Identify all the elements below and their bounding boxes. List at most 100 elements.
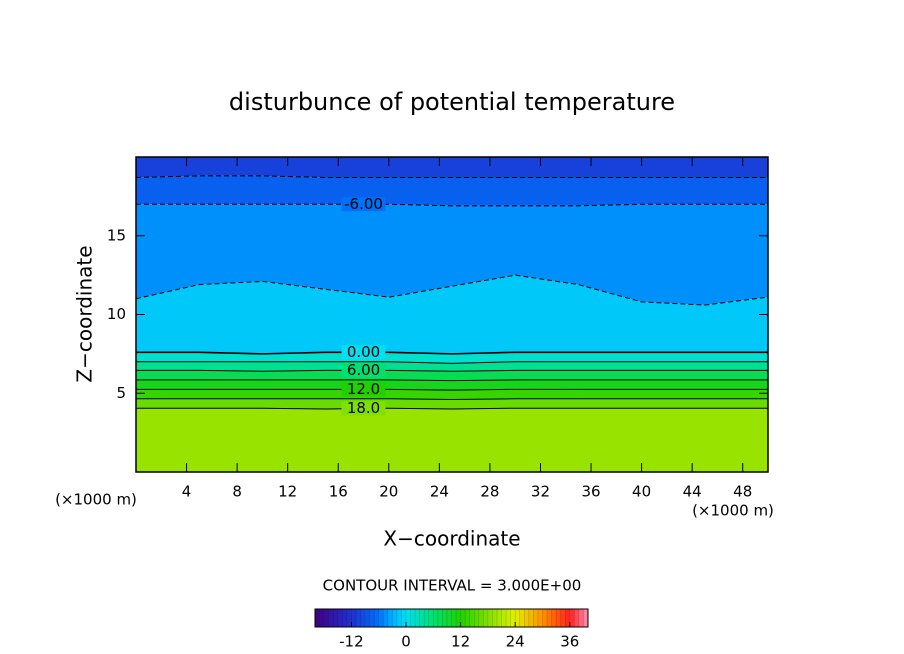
colorbar-swatch <box>469 609 475 627</box>
contour-label-bg <box>341 345 386 360</box>
contour-line <box>136 407 768 410</box>
filled-band <box>136 361 768 372</box>
x-tick-label: 44 <box>683 483 702 501</box>
colorbar-swatch <box>551 609 557 627</box>
x-tick-label: 48 <box>733 483 752 501</box>
colorbar-swatch <box>437 609 443 627</box>
colorbar-swatch <box>433 609 439 627</box>
colorbar-swatch <box>442 609 448 627</box>
colorbar-swatch <box>446 609 452 627</box>
filled-band <box>136 204 768 306</box>
contour-line <box>136 379 768 382</box>
colorbar-tick-label: 36 <box>560 633 579 651</box>
colorbar-swatch <box>424 609 430 627</box>
colorbar-swatch <box>387 609 393 627</box>
colorbar-swatch <box>456 609 461 627</box>
filled-band <box>136 175 768 206</box>
colorbar-swatch <box>528 609 534 627</box>
filled-band <box>136 352 768 364</box>
filled-band <box>136 408 768 472</box>
colorbar-swatch <box>501 609 507 627</box>
colorbar-swatch <box>406 609 411 627</box>
contour-line <box>136 369 768 372</box>
colorbar-swatch <box>583 609 589 627</box>
contour-label-bg <box>341 382 386 397</box>
y-tick-label: 15 <box>107 226 126 244</box>
contour-line <box>135 175 768 178</box>
colorbar-swatch <box>355 609 361 627</box>
colorbar-swatch <box>574 609 580 627</box>
colorbar-swatch <box>396 609 402 627</box>
x-unit-label: (×1000 m) <box>692 502 774 520</box>
filled-band <box>136 389 768 400</box>
x-tick-label: 12 <box>278 483 297 501</box>
colorbar-swatch <box>401 609 407 627</box>
colorbar-tick-label: -12 <box>339 633 364 651</box>
colorbar-swatch <box>374 609 379 627</box>
contour-line <box>136 351 768 355</box>
filled-band <box>136 398 768 409</box>
colorbar-swatch <box>351 609 357 627</box>
colorbar-swatch <box>319 609 325 627</box>
colorbar-swatch <box>578 609 584 627</box>
contour-line <box>136 388 768 391</box>
colorbar-swatch <box>324 609 329 627</box>
colorbar-swatch <box>474 609 480 627</box>
contour-label: -6.00 <box>344 195 383 213</box>
colorbar-swatch <box>569 609 575 627</box>
x-tick-label: 8 <box>232 483 242 501</box>
colorbar-swatch <box>542 609 548 627</box>
colorbar-swatch <box>547 609 552 627</box>
colorbar-swatch <box>565 609 571 627</box>
colorbar-swatch <box>506 609 511 627</box>
contour-label-bg <box>341 401 386 416</box>
colorbar-swatch <box>492 609 498 627</box>
chart-title: disturbunce of potential temperature <box>229 88 675 116</box>
colorbar-swatch <box>515 609 521 627</box>
y-axis-label: Z−coordinate <box>73 245 97 382</box>
contour-label: 12.0 <box>347 380 380 398</box>
contour-label: 18.0 <box>347 399 380 417</box>
colorbar-swatch <box>451 609 457 627</box>
x-tick-label: 40 <box>632 483 651 501</box>
colorbar-swatch <box>410 609 416 627</box>
contour-label: 0.00 <box>347 343 380 361</box>
colorbar-frame <box>314 608 589 628</box>
colorbar-swatch <box>328 609 334 627</box>
filled-band <box>136 379 768 391</box>
x-tick-label: 4 <box>182 483 192 501</box>
filled-band <box>136 275 768 354</box>
colorbar-swatch <box>510 609 516 627</box>
colorbar-tick-label: 0 <box>401 633 411 651</box>
colorbar-swatch <box>519 609 525 627</box>
colorbar-swatch <box>497 609 502 627</box>
x-axis-label: X−coordinate <box>383 527 520 551</box>
colorbar-swatch <box>392 609 398 627</box>
x-tick-label: 32 <box>531 483 550 501</box>
filled-band <box>136 370 768 381</box>
colorbar-swatch <box>524 609 530 627</box>
colorbar-tick-label: 12 <box>451 633 470 651</box>
colorbar-swatch <box>365 609 370 627</box>
colorbar-swatch <box>415 609 420 627</box>
filled-band <box>136 157 768 178</box>
colorbar-swatch <box>533 609 539 627</box>
contour-line <box>136 203 768 207</box>
colorbar-swatch <box>342 609 348 627</box>
colorbar-swatch <box>560 609 566 627</box>
colorbar-swatch <box>428 609 434 627</box>
colorbar-swatch <box>460 609 466 627</box>
contour-line <box>135 274 769 306</box>
contour-label-bg <box>341 197 386 212</box>
colorbar-swatch <box>337 609 343 627</box>
y-unit-label: (×1000 m) <box>55 491 137 509</box>
colorbar-swatch <box>360 609 366 627</box>
contour-label-bg <box>341 363 386 378</box>
colorbar-swatch <box>483 609 489 627</box>
x-tick-label: 28 <box>480 483 499 501</box>
x-tick-label: 16 <box>329 483 348 501</box>
colorbar-swatch <box>419 609 425 627</box>
x-tick-label: 20 <box>379 483 398 501</box>
contour-line <box>136 398 768 401</box>
